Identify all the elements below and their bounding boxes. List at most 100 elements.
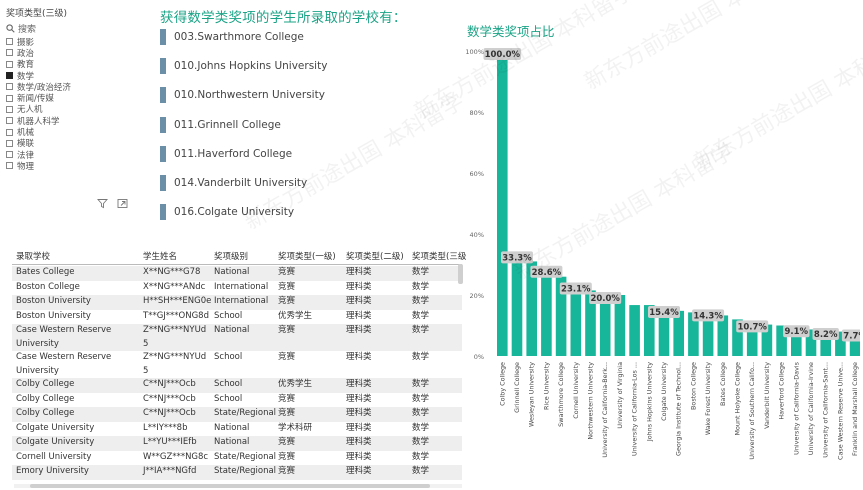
school-list-item: 014.Vanderbilt University bbox=[160, 175, 307, 191]
chart-bar bbox=[526, 261, 537, 356]
checkbox[interactable] bbox=[6, 105, 13, 113]
table-cell: 数学 bbox=[412, 325, 430, 335]
table-row[interactable]: Colby College C**NJ***Ocb School 优秀学生 理科类 数学 bbox=[12, 378, 462, 393]
chart-bar bbox=[673, 310, 684, 356]
table-cell: Boston University bbox=[16, 310, 91, 321]
checkbox[interactable] bbox=[6, 151, 13, 159]
slicer-item[interactable]: 政治 bbox=[6, 47, 136, 59]
chart-bar bbox=[629, 305, 640, 356]
school-list-item: 011.Grinnell College bbox=[160, 116, 281, 133]
x-tick-label: University of Virginia bbox=[616, 362, 624, 429]
checkbox[interactable] bbox=[6, 117, 13, 125]
school-name: 016.Colgate University bbox=[174, 206, 295, 219]
chart-bar bbox=[791, 328, 802, 356]
column-header[interactable]: 奖项类型(二级) bbox=[346, 252, 404, 262]
data-label-background bbox=[589, 292, 622, 304]
data-label: 8.2% bbox=[814, 330, 838, 340]
focus-mode-icon[interactable] bbox=[117, 198, 128, 209]
table-cell: 优秀学生 bbox=[278, 310, 313, 321]
table-row[interactable]: Boston University H**SH***ENG0e Internatio… bbox=[12, 295, 462, 310]
column-header[interactable]: 奖项级别 bbox=[214, 252, 249, 262]
table-horizontal-scrollbar[interactable] bbox=[30, 484, 430, 488]
slicer-item[interactable]: 法律 bbox=[6, 149, 136, 161]
table-cell: 数学 bbox=[412, 379, 430, 389]
math-award-ratio-chart: 0% 20% 40% 60% 80% 100% Colby College Grinnell … bbox=[465, 48, 860, 460]
column-header[interactable]: 学生姓名 bbox=[143, 252, 178, 262]
item-marker bbox=[160, 145, 166, 162]
checkbox[interactable] bbox=[6, 162, 13, 170]
x-tick-label: Franklin and Marshall College bbox=[851, 362, 859, 456]
filter-icon[interactable] bbox=[97, 198, 108, 209]
table-cell: J**IA***NGfd bbox=[143, 466, 197, 476]
slicer-item[interactable]: 新闻/传媒 bbox=[6, 92, 136, 105]
checkbox[interactable] bbox=[6, 49, 13, 57]
table-row[interactable]: Case Western Reserve University Z**NG***N… bbox=[12, 351, 462, 378]
table-cell: Colgate University bbox=[16, 437, 95, 447]
column-header[interactable]: 奖项类型(一级) bbox=[278, 252, 336, 262]
table-cell: International bbox=[214, 296, 269, 306]
table-cell: 理科类 bbox=[346, 393, 372, 404]
slicer-item[interactable]: 教育 bbox=[6, 59, 136, 70]
table-cell: 理科类 bbox=[346, 281, 372, 292]
slicer-search[interactable]: 搜索 bbox=[6, 22, 136, 35]
x-tick-label: Case Western Reserve Unive... bbox=[836, 362, 844, 460]
chart-bar bbox=[805, 329, 817, 356]
slicer-item[interactable]: 摄影 bbox=[6, 36, 136, 48]
slicer-item[interactable]: 机器人科学 bbox=[6, 115, 136, 127]
table-cell: W**GZ***NG8c bbox=[143, 451, 209, 462]
slicer-item[interactable]: 数学/政治经济 bbox=[6, 81, 136, 93]
table-cell: 竞赛 bbox=[278, 325, 296, 335]
checkbox[interactable] bbox=[6, 94, 13, 102]
table-cell: 学术科研 bbox=[278, 422, 313, 433]
table-cell: 竞赛 bbox=[278, 437, 296, 447]
checkbox[interactable] bbox=[6, 139, 13, 147]
table-cell: National bbox=[214, 422, 250, 433]
column-header[interactable]: 奖项类型(三级) bbox=[412, 252, 467, 262]
table-row[interactable]: Colby College C**NJ***Ocb State/Regional 竞赛… bbox=[12, 407, 462, 422]
slicer-item-label: 新闻/传媒 bbox=[17, 94, 54, 105]
checkbox-checked[interactable] bbox=[6, 72, 13, 80]
table-cell: 竞赛 bbox=[278, 451, 296, 462]
table-cell: State/Regional bbox=[214, 408, 277, 418]
table-row[interactable]: Cornell University W**GZ***NG8c State/Regi… bbox=[12, 451, 462, 466]
table-row[interactable]: Boston College X**NG***ANdc International 竞… bbox=[12, 281, 462, 296]
x-tick-label: Rice University bbox=[542, 362, 550, 410]
slicer-item[interactable]: 机械 bbox=[6, 126, 136, 138]
slicer-item[interactable]: 物理 bbox=[6, 160, 136, 172]
chart-bar bbox=[820, 330, 831, 356]
slicer-item-label: 物理 bbox=[17, 161, 35, 172]
table-row[interactable]: Emory University J**IA***NGfd State/Region… bbox=[12, 465, 462, 480]
slicer-item[interactable]: 模联 bbox=[6, 138, 136, 149]
data-label: 7.7% bbox=[843, 332, 860, 342]
data-label: 9.1% bbox=[785, 327, 809, 337]
table-cell: 数学 bbox=[412, 310, 430, 321]
table-cell: X**NG***G78 bbox=[143, 267, 201, 277]
admissions-table: 录取学校 学生姓名 奖项级别 奖项类型(一级) 奖项类型(二级) 奖项类型(三级) Bat… bbox=[12, 246, 467, 484]
table-row[interactable]: Case Western Reserve University Z**NG***N… bbox=[12, 324, 462, 351]
x-tick-label: Boston College bbox=[689, 362, 697, 410]
data-label-background bbox=[783, 325, 810, 338]
checkbox[interactable] bbox=[6, 38, 13, 46]
x-tick-label: Cornell University bbox=[572, 362, 580, 419]
table-row[interactable]: Colgate University L**IY***8b National 学术科研… bbox=[12, 422, 462, 437]
table-row[interactable]: Boston University T**GJ***ONG8d School 优秀学生… bbox=[12, 310, 462, 325]
table-vertical-scrollbar[interactable] bbox=[458, 264, 463, 284]
checkbox[interactable] bbox=[6, 60, 13, 68]
table-row[interactable]: Colby College C**NJ***Ocb School 竞赛 理科类 数学 bbox=[12, 393, 462, 408]
table-row[interactable]: Colgate University L**YU***IEfb National 竞赛… bbox=[12, 436, 462, 451]
data-label: 100.0% bbox=[485, 50, 521, 60]
table-cell: National bbox=[214, 267, 250, 277]
table-cell: 竞赛 bbox=[278, 393, 296, 404]
data-label: 33.3% bbox=[502, 253, 532, 263]
checkbox[interactable] bbox=[6, 83, 13, 91]
column-header[interactable]: 录取学校 bbox=[16, 252, 51, 262]
chart-bar bbox=[644, 305, 655, 356]
x-tick-label: Colgate University bbox=[660, 362, 668, 421]
slicer-item[interactable]: 数学 bbox=[6, 70, 136, 82]
slicer-item[interactable]: 无人机 bbox=[6, 104, 136, 115]
checkbox[interactable] bbox=[6, 128, 13, 136]
data-label-background bbox=[483, 48, 522, 60]
table-cell: 竞赛 bbox=[278, 281, 296, 292]
chart-bar bbox=[776, 325, 787, 356]
table-row[interactable]: Bates College X**NG***G78 National 竞赛 理科类 数学 bbox=[12, 266, 462, 281]
